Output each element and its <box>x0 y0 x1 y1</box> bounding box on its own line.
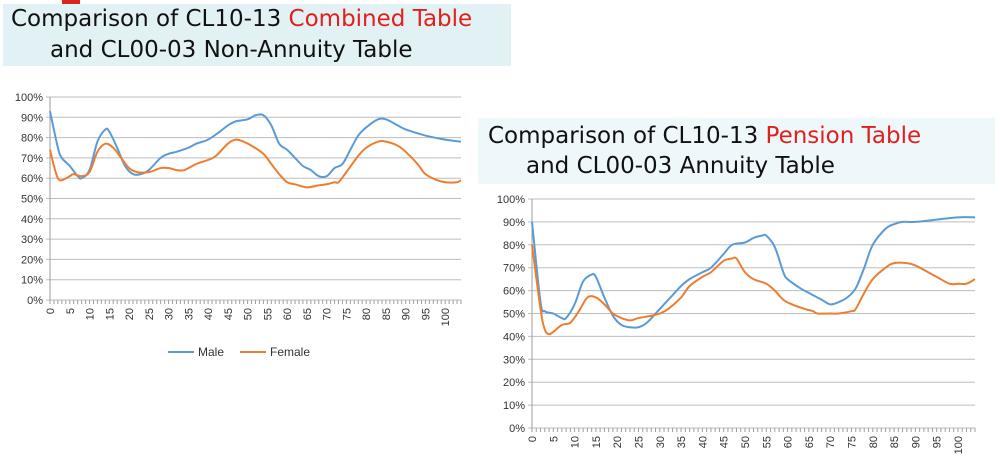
y-tick-label: 50% <box>21 194 43 206</box>
y-tick-label: 50% <box>503 309 525 321</box>
x-tick-label: 5 <box>548 436 560 442</box>
red-accent-mark <box>62 0 80 5</box>
chart1-title-text: Comparison of CL10-13 <box>11 6 289 32</box>
y-tick-label: 100% <box>497 194 525 206</box>
x-tick-label: 65 <box>302 308 314 320</box>
chart2-title-box: Comparison of CL10-13 Pension Table and … <box>478 118 995 184</box>
x-tick-label: 75 <box>846 436 858 448</box>
x-tick-label: 20 <box>612 436 624 448</box>
y-tick-label: 20% <box>503 377 525 389</box>
y-tick-label: 10% <box>21 275 43 287</box>
x-tick-label: 30 <box>655 436 667 448</box>
x-tick-label: 0 <box>45 308 57 314</box>
x-tick-label: 25 <box>633 436 645 448</box>
y-tick-label: 100% <box>15 92 43 104</box>
x-tick-label: 55 <box>761 436 773 448</box>
series-line-male <box>531 216 976 329</box>
x-tick-label: 75 <box>341 308 353 320</box>
x-tick-label: 0 <box>527 436 539 442</box>
y-tick-label: 60% <box>21 173 43 185</box>
x-tick-label: 40 <box>203 308 215 320</box>
x-tick-label: 30 <box>164 308 176 320</box>
x-tick-label: 90 <box>910 436 922 448</box>
y-tick-label: 70% <box>503 263 525 275</box>
x-tick-label: 15 <box>591 436 603 448</box>
x-tick-label: 85 <box>381 308 393 320</box>
chart1-title-line1: Comparison of CL10-13 Combined Table <box>11 4 472 35</box>
y-tick-label: 60% <box>503 286 525 298</box>
chart2-title-line1: Comparison of CL10-13 Pension Table <box>488 121 921 152</box>
x-tick-label: 60 <box>783 436 795 448</box>
series-line-male <box>49 110 462 180</box>
x-tick-label: 45 <box>223 308 235 320</box>
legend-label-male: Male <box>198 345 224 359</box>
x-tick-label: 35 <box>183 308 195 320</box>
chart2-title-text: Comparison of CL10-13 <box>488 123 766 149</box>
y-tick-label: 80% <box>503 240 525 252</box>
chart-2: 0% 10% 20% 30% 40% 50% 60% 70% 80% 90% 100% 0 5 10 15 2… <box>497 194 976 454</box>
chart1-title-highlight: Combined Table <box>288 6 473 32</box>
x-tick-label: 95 <box>932 436 944 448</box>
x-tick-label: 5 <box>65 308 77 314</box>
y-tick-label: 40% <box>21 214 43 226</box>
chart1-title-line2: and CL00-03 Non-Annuity Table <box>50 37 413 63</box>
y-tick-label: 80% <box>21 133 43 145</box>
x-tick-label: 65 <box>804 436 816 448</box>
series-line-female <box>49 138 462 189</box>
x-tick-label: 70 <box>825 436 837 448</box>
x-tick-label: 50 <box>243 308 255 320</box>
x-tick-label: 35 <box>676 436 688 448</box>
x-tick-label: 40 <box>697 436 709 448</box>
x-tick-label: 20 <box>124 308 136 320</box>
y-tick-label: 70% <box>21 153 43 165</box>
legend-label-female: Female <box>270 345 310 359</box>
y-tick-label: 0% <box>27 295 43 307</box>
x-tick-label: 100 <box>440 308 452 326</box>
x-tick-label: 45 <box>719 436 731 448</box>
x-tick-label: 70 <box>322 308 334 320</box>
y-tick-label: 0% <box>509 423 525 435</box>
x-tick-label: 95 <box>420 308 432 320</box>
y-tick-label: 30% <box>503 354 525 366</box>
x-tick-label: 90 <box>401 308 413 320</box>
y-tick-label: 40% <box>503 331 525 343</box>
x-tick-label: 10 <box>570 436 582 448</box>
chart2-title-line2: and CL00-03 Annuity Table <box>526 153 835 179</box>
x-tick-label: 50 <box>740 436 752 448</box>
x-tick-label: 80 <box>868 436 880 448</box>
y-tick-label: 90% <box>503 217 525 229</box>
chart-1: 0% 10% 20% 30% 40% 50% 60% 70% 80% 90% 100% 0 5 10 15 2… <box>15 92 462 359</box>
x-tick-label: 15 <box>104 308 116 320</box>
x-tick-label: 25 <box>144 308 156 320</box>
y-tick-label: 30% <box>21 234 43 246</box>
chart1-title-box: Comparison of CL10-13 Combined Table and… <box>3 4 511 66</box>
y-tick-label: 90% <box>21 112 43 124</box>
x-tick-label: 80 <box>361 308 373 320</box>
chart2-title-highlight: Pension Table <box>765 123 922 149</box>
x-tick-label: 55 <box>262 308 274 320</box>
x-tick-label: 10 <box>85 308 97 320</box>
x-tick-label: 100 <box>953 436 965 454</box>
y-tick-label: 10% <box>503 400 525 412</box>
y-tick-label: 20% <box>21 254 43 266</box>
x-tick-label: 85 <box>889 436 901 448</box>
x-tick-label: 60 <box>282 308 294 320</box>
series-line-female <box>531 244 976 336</box>
